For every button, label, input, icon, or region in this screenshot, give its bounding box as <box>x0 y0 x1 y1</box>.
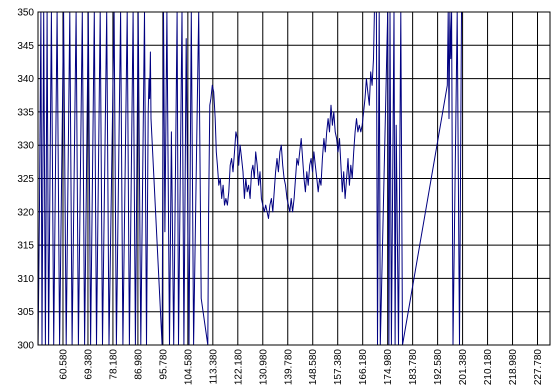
x-tick-label: 148.580 <box>308 349 319 386</box>
x-tick-label: 104.580 <box>183 349 194 386</box>
x-tick-label: 139.780 <box>283 349 294 386</box>
y-tick-label: 335 <box>17 107 34 118</box>
x-tick-label: 95.780 <box>158 349 169 380</box>
y-tick-label: 330 <box>17 141 34 152</box>
plot-area-border <box>37 11 551 346</box>
x-tick-label: 183.780 <box>408 349 419 386</box>
x-tick-label: 60.580 <box>58 349 69 380</box>
x-tick-label: 122.180 <box>233 349 244 386</box>
x-tick-label: 227.780 <box>533 349 544 386</box>
y-axis-tick-labels: 300 305 310 315 320 325 330 335 340 345 350 <box>17 8 34 352</box>
series-line <box>38 12 462 345</box>
x-tick-label: 210.180 <box>483 349 494 386</box>
series-layer <box>38 12 462 345</box>
y-tick-label: 325 <box>17 174 34 185</box>
x-tick-label: 78.180 <box>108 349 119 380</box>
x-tick-label: 113.380 <box>208 349 219 385</box>
x-tick-label: 69.380 <box>83 349 94 380</box>
x-tick-label: 192.580 <box>433 349 444 386</box>
y-tick-label: 310 <box>17 274 34 285</box>
x-tick-label: 157.380 <box>333 349 344 386</box>
x-tick-label: 86.980 <box>133 349 144 380</box>
y-tick-label: 315 <box>17 241 34 252</box>
x-tick-label: 174.980 <box>383 349 394 386</box>
y-tick-label: 305 <box>17 307 34 318</box>
y-tick-label: 320 <box>17 207 34 218</box>
x-tick-label: 218.980 <box>508 349 519 386</box>
x-tick-label: 201.380 <box>458 349 469 386</box>
y-tick-label: 340 <box>17 74 34 85</box>
x-tick-label: 166.180 <box>358 349 369 386</box>
x-tick-label: 130.980 <box>258 349 269 386</box>
y-tick-label: 300 <box>17 341 34 352</box>
y-tick-label: 345 <box>17 41 34 52</box>
y-tick-label: 350 <box>17 8 34 19</box>
x-axis-tick-labels: 60.580 69.380 78.180 86.980 95.780 104.580 113… <box>58 349 544 386</box>
